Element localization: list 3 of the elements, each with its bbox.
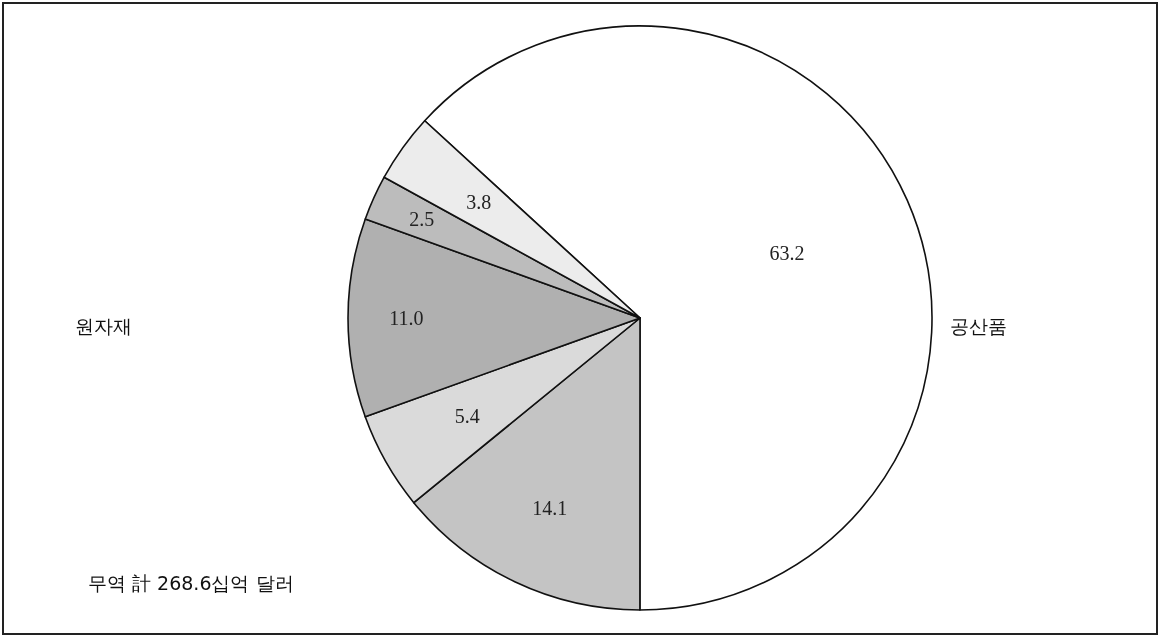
annotation: 공산품 (950, 315, 1007, 337)
annotation: 무역 計 268.6십억 달러 (88, 572, 294, 594)
annotation: 원자재 (75, 315, 132, 337)
